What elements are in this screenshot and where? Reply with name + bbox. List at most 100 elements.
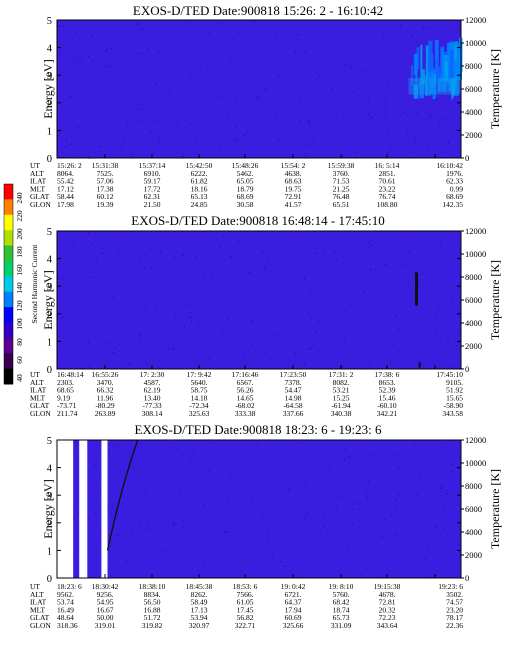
noise-dot	[451, 463, 453, 466]
noise-dot	[408, 504, 410, 506]
noise-dot	[275, 133, 277, 135]
noise-dot	[410, 57, 411, 59]
noise-dot	[330, 510, 332, 512]
noise-dot	[92, 59, 94, 61]
noise-dot	[441, 447, 443, 449]
noise-dot	[438, 305, 439, 307]
noise-dot	[207, 260, 209, 262]
noise-dot	[260, 233, 262, 235]
noise-dot	[310, 290, 312, 292]
noise-dot	[349, 456, 351, 458]
orbit-value: 17:38: 6	[375, 370, 400, 379]
noise-dot	[156, 533, 157, 535]
noise-dot	[78, 520, 79, 522]
noise-dot	[137, 109, 139, 111]
noise-dot	[407, 129, 408, 131]
noise-dot	[89, 260, 91, 262]
noise-dot	[438, 121, 440, 123]
noise-dot	[109, 342, 111, 344]
noise-dot	[123, 70, 125, 72]
noise-dot	[313, 247, 315, 249]
orbit-value: 16.88	[144, 605, 161, 614]
noise-dot	[203, 272, 205, 274]
noise-dot	[128, 467, 130, 469]
orbit-value: 17.98	[57, 200, 74, 209]
orbit-value: 7525.	[97, 169, 114, 178]
noise-dot	[223, 235, 225, 237]
noise-dot	[338, 557, 340, 559]
enhancement-mark	[428, 59, 432, 96]
noise-dot	[303, 269, 305, 271]
noise-dot	[203, 116, 205, 118]
orbit-value: 52.39	[379, 386, 396, 395]
noise-dot	[411, 36, 413, 38]
noise-dot	[220, 83, 222, 85]
noise-dot	[395, 453, 397, 455]
noise-dot	[408, 81, 410, 83]
noise-dot	[325, 107, 327, 109]
noise-dot	[262, 78, 264, 80]
noise-dot	[60, 353, 62, 355]
noise-dot	[173, 521, 174, 524]
noise-dot	[191, 93, 193, 95]
noise-dot	[375, 261, 377, 264]
noise-dot	[316, 79, 318, 81]
noise-dot	[183, 282, 185, 284]
temperature-axis-label: Temperature [K]	[488, 49, 502, 129]
noise-dot	[255, 447, 257, 449]
noise-dot	[406, 132, 408, 134]
orbit-value: 211.74	[57, 409, 78, 418]
data-gap	[79, 440, 88, 578]
noise-dot	[176, 124, 178, 127]
noise-dot	[422, 251, 424, 253]
noise-dot	[96, 261, 97, 263]
noise-dot	[139, 256, 141, 258]
noise-dot	[224, 348, 226, 350]
noise-dot	[258, 499, 260, 501]
noise-dot	[356, 87, 358, 89]
colorbar-segment	[4, 260, 13, 277]
noise-dot	[154, 74, 156, 76]
noise-dot	[412, 344, 414, 346]
noise-dot	[180, 104, 182, 106]
noise-dot	[355, 501, 357, 503]
noise-dot	[191, 320, 192, 322]
noise-dot	[426, 365, 428, 367]
data-gap	[101, 440, 108, 578]
noise-dot	[407, 479, 409, 481]
noise-dot	[274, 123, 276, 125]
orbit-value: 17.94	[285, 605, 302, 614]
temperature-tick-label: 8000	[465, 481, 482, 491]
orbit-value: 65.51	[333, 200, 350, 209]
orbit-value: 263.89	[95, 409, 116, 418]
noise-dot	[266, 538, 268, 540]
noise-dot	[452, 470, 454, 472]
temperature-tick-label: 6000	[465, 504, 482, 514]
noise-dot	[342, 262, 344, 264]
temperature-tick-label: 6000	[465, 295, 482, 305]
noise-dot	[277, 75, 279, 77]
noise-dot	[415, 446, 417, 448]
temperature-tick-label: 12000	[465, 15, 486, 25]
noise-dot	[173, 524, 175, 526]
noise-dot	[452, 537, 454, 539]
orbit-value: 16.67	[97, 605, 114, 614]
noise-dot	[340, 497, 342, 499]
noise-dot	[422, 27, 424, 29]
noise-dot	[226, 572, 228, 574]
noise-dot	[278, 480, 280, 482]
noise-dot	[381, 536, 383, 538]
energy-tick-label: 2	[47, 310, 52, 321]
noise-dot	[370, 269, 372, 271]
noise-dot	[319, 531, 321, 533]
temperature-tick-label: 0	[465, 364, 469, 374]
noise-dot	[362, 273, 363, 275]
enhancement-region	[408, 37, 463, 100]
noise-dot	[353, 319, 355, 321]
colorbar-segment	[4, 307, 13, 323]
noise-dot	[304, 518, 306, 520]
noise-dot	[221, 525, 223, 527]
noise-dot	[94, 247, 96, 249]
noise-dot	[118, 147, 120, 149]
noise-dot	[120, 289, 122, 291]
